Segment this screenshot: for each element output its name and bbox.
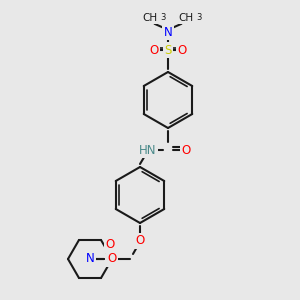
Text: O: O bbox=[105, 238, 115, 251]
Text: CH: CH bbox=[142, 13, 158, 23]
Text: O: O bbox=[182, 143, 190, 157]
Text: N: N bbox=[85, 253, 94, 266]
Text: O: O bbox=[135, 235, 145, 248]
Text: N: N bbox=[164, 26, 172, 38]
Text: 3: 3 bbox=[196, 13, 201, 22]
Text: CH: CH bbox=[178, 13, 194, 23]
Text: O: O bbox=[107, 253, 117, 266]
Text: O: O bbox=[177, 44, 187, 56]
Text: S: S bbox=[164, 44, 172, 56]
Text: HN: HN bbox=[139, 143, 157, 157]
Text: O: O bbox=[149, 44, 159, 56]
Text: 3: 3 bbox=[160, 13, 165, 22]
